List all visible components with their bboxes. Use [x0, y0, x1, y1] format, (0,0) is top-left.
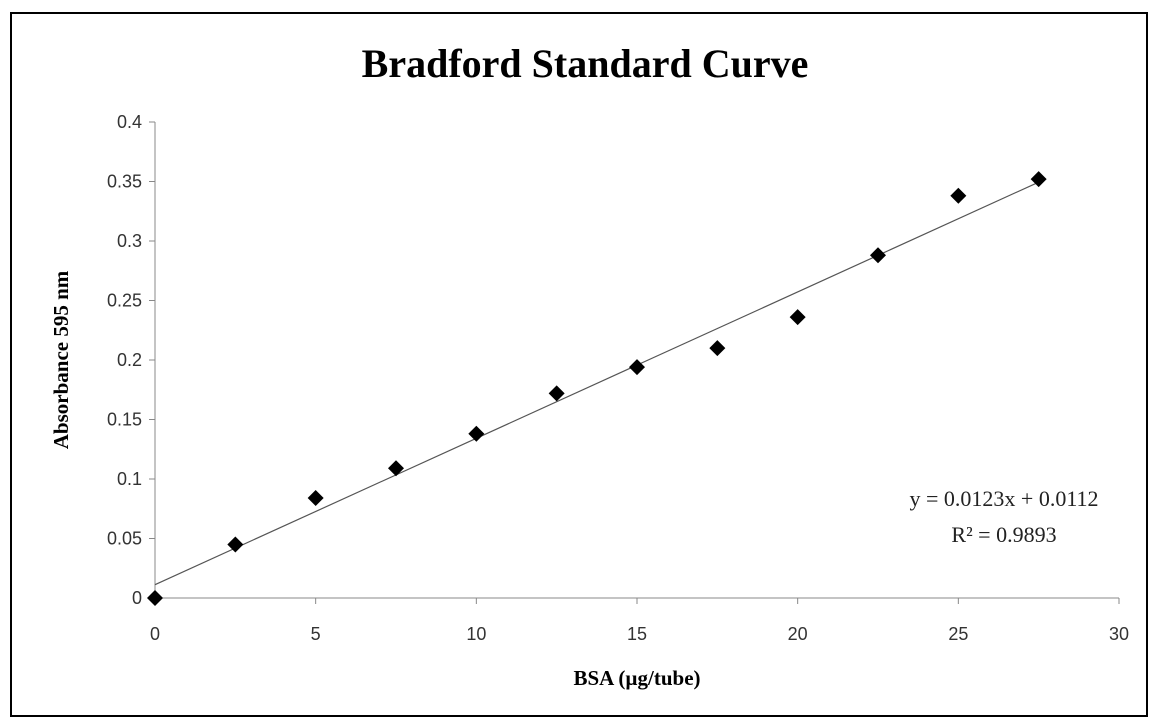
data-point: [147, 590, 163, 606]
x-tick-label: 5: [311, 624, 321, 644]
y-tick-label: 0.25: [107, 291, 142, 311]
x-tick-label: 0: [150, 624, 160, 644]
x-tick-label: 30: [1109, 624, 1129, 644]
y-axis-label: Absorbance 595 nm: [49, 270, 73, 449]
data-point: [227, 536, 244, 553]
data-point: [468, 425, 485, 442]
data-point: [548, 385, 565, 402]
data-point: [709, 340, 726, 357]
x-tick-label: 15: [627, 624, 647, 644]
data-point: [950, 187, 967, 204]
y-tick-label: 0.1: [117, 469, 142, 489]
y-tick-label: 0: [132, 588, 142, 608]
trendline-group: [154, 181, 1039, 586]
data-point: [1030, 171, 1047, 188]
y-ticks: 0 0.05 0.1 0.15 0.2 0.25 0.3 0.35 0.4: [107, 112, 155, 608]
x-axis-label: BSA (µg/tube): [573, 666, 700, 690]
y-tick-label: 0.4: [117, 112, 142, 132]
trendline-equation: y = 0.0123x + 0.0112: [910, 486, 1099, 511]
x-ticks: 0 5 10 15 20 25 30: [150, 598, 1129, 644]
y-tick-label: 0.3: [117, 231, 142, 251]
trendline: [154, 181, 1039, 586]
data-point: [307, 490, 324, 507]
data-point: [388, 460, 404, 477]
chart-title: Bradford Standard Curve: [362, 41, 809, 86]
data-point: [870, 247, 886, 264]
y-tick-label: 0.2: [117, 350, 142, 370]
x-tick-label: 10: [466, 624, 486, 644]
data-points: [147, 171, 1047, 606]
data-point: [789, 309, 806, 326]
x-tick-label: 25: [948, 624, 968, 644]
data-point: [629, 359, 645, 376]
y-tick-label: 0.15: [107, 410, 142, 430]
y-tick-label: 0.05: [107, 529, 142, 549]
x-tick-label: 20: [788, 624, 808, 644]
trendline-r-squared: R² = 0.9893: [951, 522, 1056, 547]
y-tick-label: 0.35: [107, 172, 142, 192]
